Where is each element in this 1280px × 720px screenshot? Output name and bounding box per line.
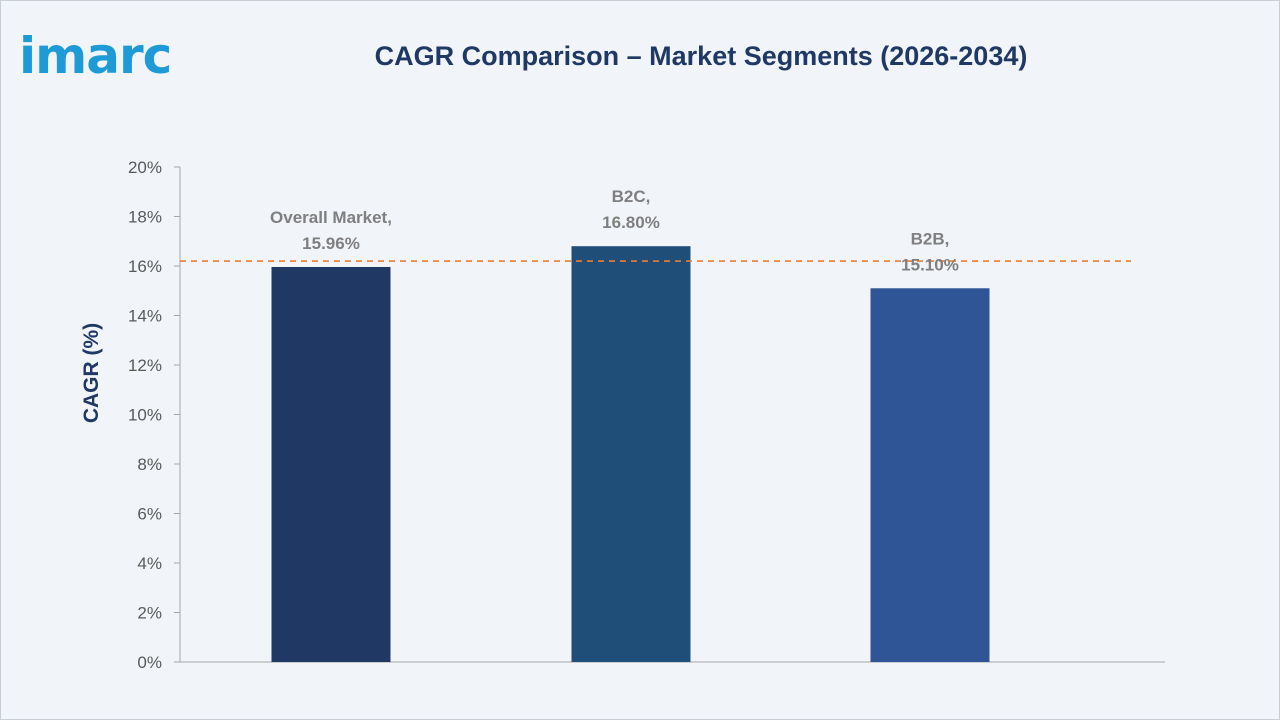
data-label: 15.96% (302, 234, 360, 253)
y-tick-label: 14% (128, 307, 162, 326)
y-tick-label: 8% (137, 455, 162, 474)
y-tick-label: 18% (128, 208, 162, 227)
y-axis-title: CAGR (%) (80, 323, 103, 423)
bar-overall-market (271, 266, 391, 662)
y-tick-label: 6% (137, 505, 162, 524)
bars-group (271, 246, 990, 662)
y-tick-label: 10% (128, 406, 162, 425)
imarc-logo: imarc (19, 15, 209, 85)
y-axis: 0% 2% 4% 6% 8% 10% 12% 14% 16% 18% 20% (128, 158, 1165, 672)
data-label: 16.80% (602, 213, 660, 232)
y-tick-label: 20% (128, 158, 162, 177)
data-label: B2C, (612, 187, 651, 206)
bar-b2c (571, 246, 691, 662)
data-label: Overall Market, (270, 208, 392, 227)
logo-wordmark: imarc (19, 27, 172, 85)
chart-title: CAGR Comparison – Market Segments (2026-… (374, 41, 1028, 71)
data-labels-group: Overall Market, 15.96% B2C, 16.80% B2B, 15.10… (270, 187, 959, 274)
data-label: B2B, (911, 229, 950, 248)
y-tick-label: 0% (137, 653, 162, 672)
data-label: 15.10% (901, 255, 959, 274)
y-tick-label: 4% (137, 554, 162, 573)
y-tick-label: 16% (128, 257, 162, 276)
bar-b2b (870, 288, 990, 662)
y-tick-label: 2% (137, 604, 162, 623)
y-tick-label: 12% (128, 356, 162, 375)
